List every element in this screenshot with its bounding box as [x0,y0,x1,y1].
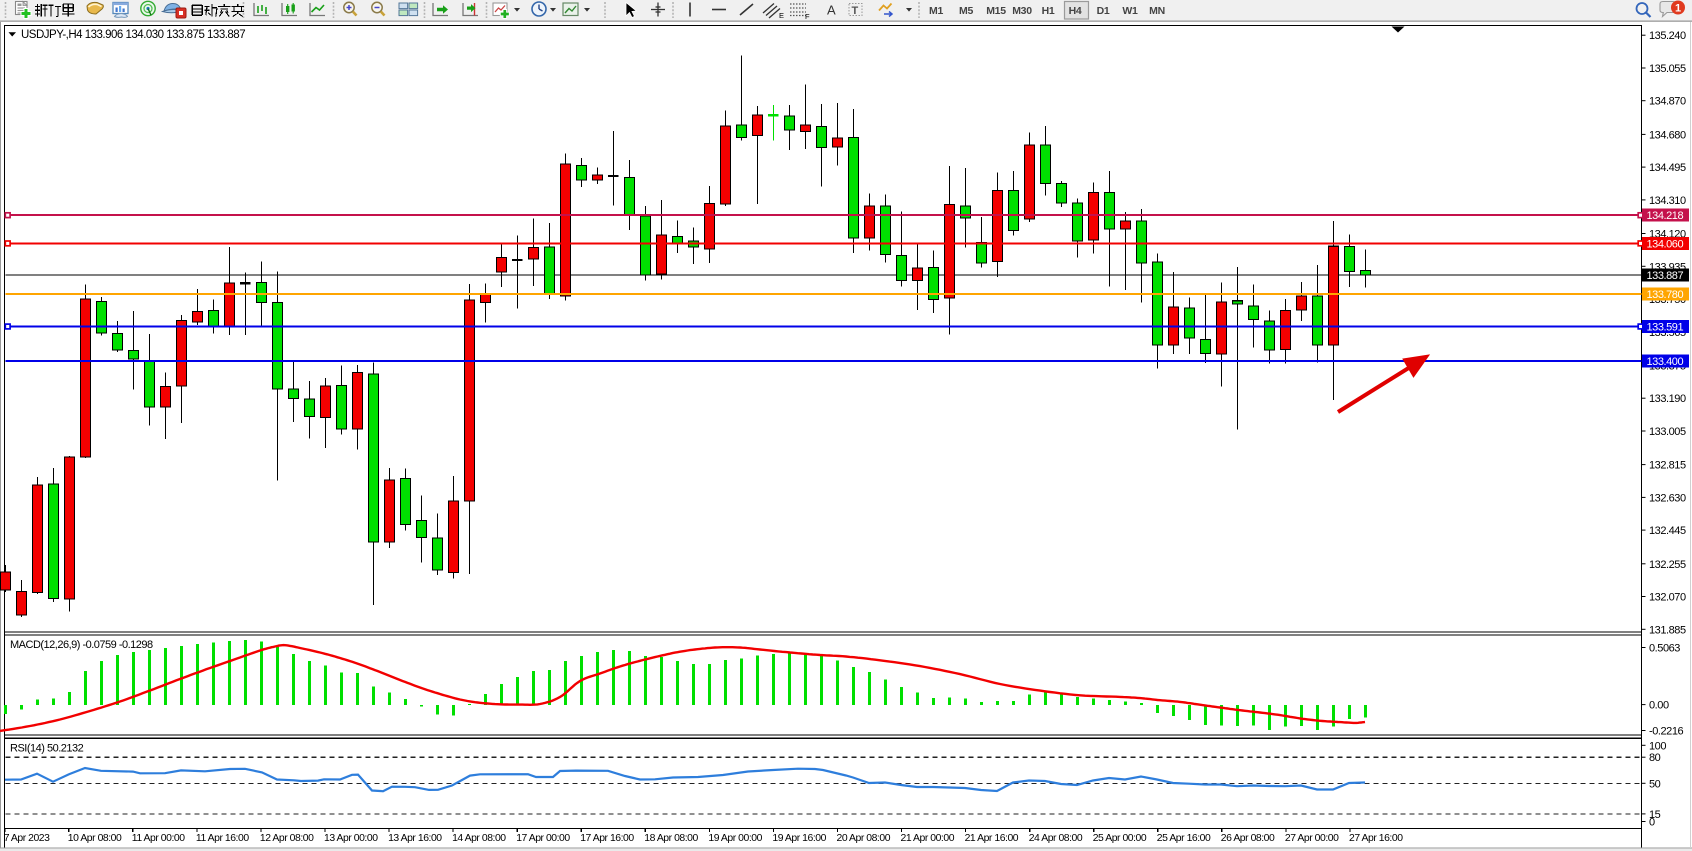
svg-text:17 Apr 00:00: 17 Apr 00:00 [516,833,570,844]
svg-text:F: F [805,12,810,21]
svg-text:133.400: 133.400 [1647,356,1684,368]
svg-text:26 Apr 08:00: 26 Apr 08:00 [1221,833,1275,844]
svg-text:132.255: 132.255 [1649,559,1686,571]
svg-text:134.060: 134.060 [1647,238,1684,250]
svg-text:10 Apr 08:00: 10 Apr 08:00 [68,833,122,844]
svg-text:25 Apr 16:00: 25 Apr 16:00 [1157,833,1211,844]
svg-text:-0.2216: -0.2216 [1649,726,1683,738]
svg-text:133.591: 133.591 [1647,322,1684,334]
svg-text:133.887: 133.887 [1647,270,1684,282]
svg-text:14 Apr 08:00: 14 Apr 08:00 [452,833,506,844]
svg-text:H4: H4 [1069,5,1082,17]
svg-text:20 Apr 08:00: 20 Apr 08:00 [837,833,891,844]
svg-text:E: E [779,11,784,20]
svg-text:0.5063: 0.5063 [1649,643,1680,655]
svg-text:M1: M1 [929,5,943,17]
svg-text:H1: H1 [1042,5,1055,17]
svg-text:132.070: 132.070 [1649,592,1686,604]
svg-text:T: T [852,5,859,17]
svg-text:12 Apr 08:00: 12 Apr 08:00 [260,833,314,844]
svg-text:131.885: 131.885 [1649,624,1686,636]
svg-text:0: 0 [1649,817,1655,829]
svg-text:7 Apr 2023: 7 Apr 2023 [4,833,50,844]
svg-text:27 Apr 00:00: 27 Apr 00:00 [1285,833,1339,844]
svg-text:133.780: 133.780 [1647,289,1684,301]
svg-text:134.680: 134.680 [1649,129,1686,141]
svg-text:13 Apr 00:00: 13 Apr 00:00 [324,833,378,844]
svg-text:80: 80 [1649,752,1661,764]
svg-text:M5: M5 [959,5,973,17]
svg-text:50: 50 [1649,778,1661,790]
svg-text:21 Apr 16:00: 21 Apr 16:00 [965,833,1019,844]
svg-text:17 Apr 16:00: 17 Apr 16:00 [580,833,634,844]
svg-text:27 Apr 16:00: 27 Apr 16:00 [1349,833,1403,844]
svg-text:M15: M15 [986,5,1006,17]
svg-text:132.815: 132.815 [1649,460,1686,472]
svg-text:18 Apr 08:00: 18 Apr 08:00 [644,833,698,844]
svg-text:132.630: 132.630 [1649,492,1686,504]
svg-text:1: 1 [1675,3,1681,15]
svg-text:0.00: 0.00 [1649,700,1669,712]
svg-text:134.495: 134.495 [1649,162,1686,174]
svg-text:MACD(12,26,9) -0.0759 -0.1298: MACD(12,26,9) -0.0759 -0.1298 [10,639,153,651]
svg-text:RSI(14) 50.2132: RSI(14) 50.2132 [10,743,84,755]
svg-text:132.445: 132.445 [1649,525,1686,537]
svg-text:MN: MN [1149,5,1165,17]
svg-text:D1: D1 [1097,5,1110,17]
svg-text:135.240: 135.240 [1649,30,1686,42]
svg-text:W1: W1 [1122,5,1138,17]
svg-text:133.190: 133.190 [1649,393,1686,405]
svg-text:134.310: 134.310 [1649,195,1686,207]
svg-text:11 Apr 16:00: 11 Apr 16:00 [196,833,249,844]
svg-text:15: 15 [1649,809,1661,821]
svg-text:135.055: 135.055 [1649,63,1686,75]
svg-text:A: A [827,3,836,18]
svg-text:11 Apr 00:00: 11 Apr 00:00 [132,833,185,844]
svg-text:19 Apr 00:00: 19 Apr 00:00 [708,833,762,844]
svg-text:24 Apr 08:00: 24 Apr 08:00 [1029,833,1083,844]
svg-text:133.005: 133.005 [1649,426,1686,438]
svg-text:13 Apr 16:00: 13 Apr 16:00 [388,833,442,844]
svg-text:M30: M30 [1012,5,1032,17]
svg-text:134.218: 134.218 [1647,210,1684,222]
svg-text:134.870: 134.870 [1649,96,1686,108]
svg-text:21 Apr 00:00: 21 Apr 00:00 [901,833,955,844]
svg-text:USDJPY-,H4 133.906 134.030 13: USDJPY-,H4 133.906 134.030 133.875 133.8… [21,29,245,41]
svg-text:25 Apr 00:00: 25 Apr 00:00 [1093,833,1147,844]
svg-text:19 Apr 16:00: 19 Apr 16:00 [772,833,826,844]
svg-text:100: 100 [1649,740,1666,752]
